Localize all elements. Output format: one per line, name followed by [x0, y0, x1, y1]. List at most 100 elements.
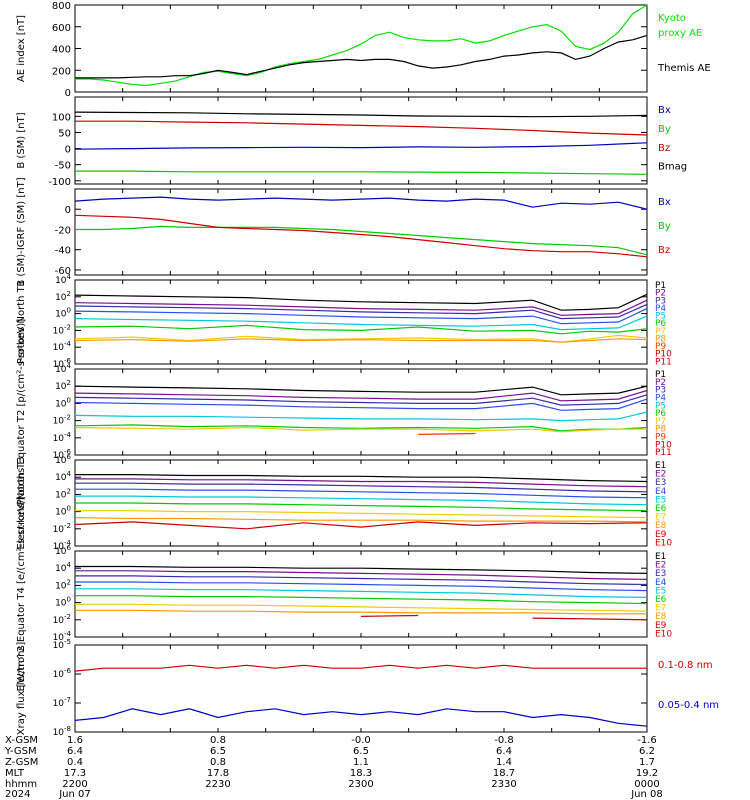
y-tick-label: 106 — [55, 453, 71, 466]
y-tick-label: -100 — [48, 177, 71, 188]
series-line-kyoto-proxy-ae — [75, 4, 648, 87]
panel-frame — [74, 4, 648, 93]
series-line-e4 — [75, 581, 648, 592]
series-line-p2 — [74, 299, 648, 316]
series-line-p1 — [74, 293, 648, 311]
legend-label: P7 — [655, 327, 666, 337]
y-tick-label: 100 — [52, 112, 71, 123]
y-tick-label: 10-4 — [53, 539, 72, 552]
panel-7: 10-4 10-2 100 102 104 106 Electrons Equator T4… — [16, 496, 672, 691]
x-axis-value: 6.5 — [210, 746, 226, 757]
y-tick-label: 0 — [65, 145, 71, 156]
series-line-0-1-0-8-nm — [74, 664, 647, 672]
legend-label: P6 — [655, 319, 666, 329]
series-line-e2 — [75, 570, 648, 580]
y-axis-label: B (SM) [nT] — [16, 112, 27, 168]
legend-label: P2 — [655, 378, 666, 388]
legend-label: Kyoto — [658, 13, 686, 24]
legend-label: P3 — [655, 296, 666, 306]
y-tick-label: 100 — [55, 596, 71, 609]
x-axis-value: 18.7 — [493, 768, 515, 779]
series-line-e7 — [75, 510, 648, 519]
x-axis-row-label: hhmm — [5, 779, 37, 790]
series-line-e6 — [75, 595, 648, 605]
x-axis-value: 0.8 — [210, 757, 226, 768]
y-axis-label: Xray flux [W/m^2] — [16, 642, 27, 736]
series-line-e3 — [75, 482, 648, 493]
y-tick-label: 10-8 — [53, 725, 71, 738]
legend-label: Bx — [658, 197, 671, 208]
y-tick-label: -60 — [55, 266, 71, 277]
series-line-by — [75, 225, 648, 256]
y-tick-label: -50 — [55, 161, 71, 172]
series-line-e4 — [75, 488, 648, 499]
series-line-e5 — [75, 495, 648, 506]
y-tick-label: 200 — [52, 66, 71, 77]
legend-label: E8 — [655, 612, 667, 622]
series-line-bz — [74, 214, 648, 258]
legend-label: E2 — [655, 561, 666, 571]
x-axis-value: 0.4 — [67, 757, 83, 768]
x-axis-value: 17.8 — [207, 768, 229, 779]
x-axis-value: 6.5 — [353, 746, 369, 757]
legend-label: E5 — [655, 495, 666, 505]
x-axis-row-label: MLT — [5, 768, 25, 779]
legend-label: E9 — [655, 621, 667, 631]
y-tick-label: 800 — [52, 1, 71, 12]
series-line-p6 — [74, 324, 648, 335]
y-tick-label: -40 — [55, 246, 71, 257]
series-line-p7 — [74, 334, 648, 343]
series-line-bz — [75, 120, 648, 136]
legend-label: By — [658, 221, 671, 232]
y-tick-label: 600 — [52, 23, 71, 34]
y-tick-label: 10-4 — [53, 630, 72, 643]
y-axis-label: AE index [nT] — [16, 15, 27, 82]
series-line-e3 — [75, 575, 648, 586]
series-line-bmag — [74, 111, 648, 118]
legend-label: proxy AE — [658, 28, 702, 39]
series-line-e1 — [75, 565, 648, 574]
legend-label: E5 — [655, 586, 666, 596]
y-tick-label: 104 — [55, 362, 71, 375]
series-line-p7 — [74, 426, 647, 433]
legend-label: P10 — [655, 350, 672, 360]
series-line-by — [75, 170, 648, 175]
series-line-e1 — [75, 474, 648, 483]
series-line-e7 — [75, 603, 648, 612]
x-axis-value: 18.3 — [350, 768, 372, 779]
legend-label: E8 — [655, 521, 667, 531]
legend-label: E4 — [655, 578, 667, 588]
y-axis-label: Electrons Equator T4 [e/(cm²-s-sr-keV)] — [16, 496, 27, 691]
x-axis-value: 2300 — [348, 779, 373, 790]
panel-frame — [74, 644, 648, 733]
series-line-p3 — [74, 303, 648, 320]
x-axis-row-label: Y-GSM — [4, 746, 37, 757]
y-axis-label: Electrons North T3 — [16, 456, 27, 549]
y-tick-label: 106 — [55, 544, 71, 557]
panel-2: -100 -50 0 50 100 B (SM) [nT] Bx By Bz Bmag — [16, 96, 687, 188]
series-line-e8 — [74, 517, 648, 523]
x-axis-value: -1.6 — [637, 735, 657, 746]
series-line-bx — [74, 196, 648, 210]
legend-label: P11 — [655, 357, 672, 367]
legend-label: E6 — [655, 595, 667, 605]
series-line-p9 — [418, 432, 476, 435]
y-tick-label: 10-7 — [53, 696, 71, 709]
y-tick-label: 50 — [58, 128, 71, 139]
y-tick-label: 10-4 — [53, 340, 72, 353]
series-line-e8 — [75, 609, 647, 615]
y-tick-label: 104 — [55, 273, 71, 286]
x-axis-value: 0.8 — [210, 735, 226, 746]
legend-label: P7 — [655, 417, 666, 427]
x-axis-value: 1.7 — [639, 757, 655, 768]
legend-label: E7 — [655, 604, 666, 614]
x-axis-value: 0000 — [634, 779, 659, 790]
x-axis-value: 1.4 — [496, 757, 512, 768]
series-line-p2 — [74, 389, 648, 402]
y-axis-label: Protons North T1 — [16, 280, 27, 364]
legend-label: P6 — [655, 409, 666, 419]
legend-label: P8 — [655, 334, 666, 344]
series-line-0-05-0-4-nm — [74, 708, 648, 727]
legend-label: P5 — [655, 312, 666, 322]
